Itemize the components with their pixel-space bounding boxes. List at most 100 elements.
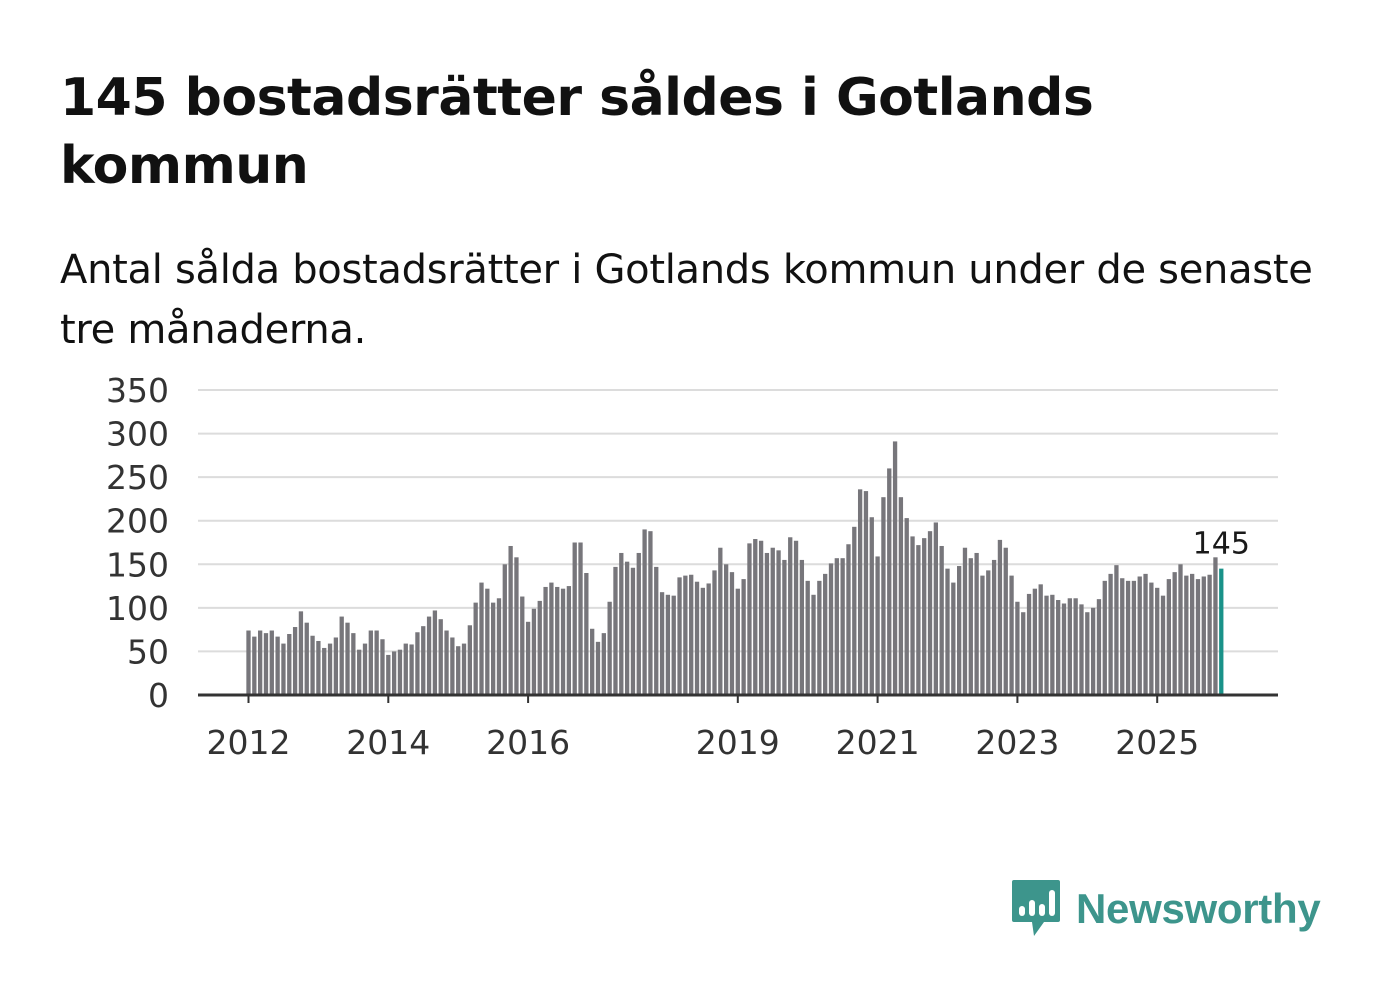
newsworthy-logo: Newsworthy (1010, 878, 1321, 940)
bar (933, 522, 938, 695)
bar (881, 497, 886, 695)
bar (368, 630, 373, 695)
bar (648, 531, 653, 695)
bar (351, 633, 356, 695)
bar (922, 538, 927, 695)
bar (828, 563, 834, 695)
bar (496, 598, 502, 695)
bar (357, 649, 362, 695)
bar (613, 566, 618, 695)
bar (578, 542, 583, 695)
x-tick-label: 2012 (207, 723, 291, 762)
bar (421, 626, 426, 695)
chart-subtitle: Antal sålda bostadsrätter i Gotlands kom… (60, 247, 1313, 353)
bar (1050, 594, 1055, 695)
bar (450, 637, 455, 695)
bar (415, 632, 420, 695)
bar (1155, 587, 1160, 695)
bar (776, 550, 781, 695)
bar (782, 559, 787, 695)
bar (1003, 547, 1008, 695)
bar (508, 545, 513, 695)
bar (380, 639, 385, 695)
y-tick-label: 150 (106, 545, 169, 584)
bar (1149, 582, 1154, 695)
bar (892, 441, 898, 695)
bar (310, 635, 315, 695)
bar (1096, 599, 1102, 695)
bar (269, 630, 274, 695)
bar (1015, 601, 1020, 695)
bar (1207, 574, 1212, 695)
bar (834, 558, 839, 695)
bar (700, 587, 705, 695)
bar (275, 636, 280, 695)
bar (362, 643, 368, 695)
bar (654, 566, 659, 695)
bar (595, 641, 601, 695)
bar (566, 586, 572, 695)
bar (991, 559, 997, 695)
bar (426, 616, 432, 695)
bar (630, 567, 636, 695)
bar (502, 564, 507, 695)
bar (531, 608, 537, 695)
bar (677, 577, 682, 695)
bar (322, 647, 327, 695)
bar (409, 644, 414, 695)
bar (1108, 573, 1113, 695)
bar (327, 643, 333, 695)
bar (1125, 580, 1131, 695)
bar (543, 586, 548, 695)
bar-highlighted (1219, 568, 1224, 695)
data-label-latest: 145 (1193, 527, 1250, 562)
bar (1201, 576, 1206, 695)
bar (1061, 603, 1067, 695)
bar (758, 540, 764, 695)
y-tick-label: 200 (106, 502, 169, 541)
bar (624, 561, 630, 695)
y-tick-label: 50 (127, 632, 169, 671)
bar (1160, 595, 1166, 695)
bar (770, 547, 775, 695)
bar (980, 575, 985, 695)
bar (799, 559, 805, 695)
bar (683, 575, 688, 695)
bar (986, 570, 991, 695)
bar (525, 621, 531, 695)
bar (852, 526, 857, 695)
bar (642, 529, 647, 695)
bars (246, 441, 1224, 695)
bar (1067, 598, 1072, 695)
bar (764, 552, 770, 695)
bar (793, 540, 799, 695)
bar (397, 649, 403, 695)
bar (939, 545, 944, 695)
bar (712, 570, 717, 695)
y-tick-label: 300 (106, 415, 169, 454)
bar (386, 654, 391, 695)
bar (811, 594, 816, 695)
bar (1213, 557, 1218, 695)
bar (1131, 580, 1137, 695)
chart-title: 145 bostadsrätter såldes i Gotlands komm… (60, 68, 1094, 196)
bar (962, 547, 968, 695)
bar (1178, 564, 1183, 695)
bar (1143, 573, 1148, 695)
bar (927, 531, 933, 695)
bar (753, 539, 758, 695)
y-tick-label: 250 (106, 458, 169, 497)
bar (1056, 600, 1061, 695)
bar (549, 582, 554, 695)
bar (619, 552, 624, 695)
bar (997, 539, 1003, 695)
bar (1026, 593, 1032, 695)
bar (298, 611, 304, 695)
bar (339, 616, 344, 695)
bar (945, 568, 950, 695)
bar (1038, 584, 1043, 695)
bar (659, 592, 665, 695)
x-tick-label: 2025 (1115, 723, 1199, 762)
bar (974, 552, 979, 695)
